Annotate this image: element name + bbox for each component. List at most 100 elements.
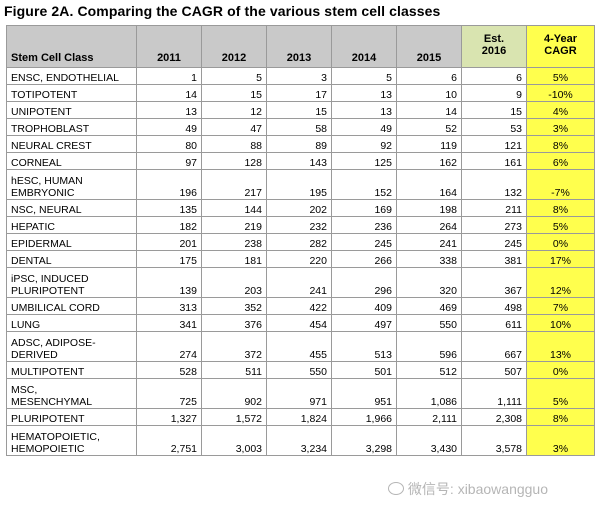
table-row: MULTIPOTENT 528 511 550 501 512 507 0% [6,361,595,379]
value-cell: 89 [266,135,332,153]
stem-cell-class-cell: UMBILICAL CORD [6,297,137,315]
stem-cell-class-cell: hESC, HUMAN EMBRYONIC [6,169,137,200]
table-row: ADSC, ADIPOSE- DERIVED 274 372 455 513 596 667… [6,331,595,362]
value-cell: 2,308 [461,408,527,426]
value-cell: 550 [396,314,462,332]
value-cell: 211 [461,199,527,217]
value-cell: 169 [331,199,397,217]
cagr-cell: 0% [526,361,595,379]
value-cell: 245 [461,233,527,251]
value-cell: 220 [266,250,332,268]
value-cell: 198 [396,199,462,217]
stem-cell-class-cell: DENTAL [6,250,137,268]
value-cell: 454 [266,314,332,332]
value-cell: 13 [136,101,202,119]
value-cell: 3,298 [331,425,397,456]
value-cell: 152 [331,169,397,200]
value-cell: 6 [396,67,462,85]
value-cell: 12 [201,101,267,119]
value-cell: 5 [201,67,267,85]
value-cell: 1,966 [331,408,397,426]
value-cell: 1,572 [201,408,267,426]
stem-cell-class-cell: ENSC, ENDOTHELIAL [6,67,137,85]
value-cell: 1,327 [136,408,202,426]
table-row: iPSC, INDUCED PLURIPOTENT 139 203 241 296 320… [6,267,595,298]
value-cell: 97 [136,152,202,170]
value-cell: 498 [461,297,527,315]
value-cell: 513 [331,331,397,362]
value-cell: 381 [461,250,527,268]
value-cell: 88 [201,135,267,153]
header-2015: 2015 [396,25,462,68]
value-cell: 1 [136,67,202,85]
stem-cell-class-cell: HEPATIC [6,216,137,234]
value-cell: 135 [136,199,202,217]
stem-cell-class-cell: CORNEAL [6,152,137,170]
cagr-cell: 5% [526,67,595,85]
value-cell: 144 [201,199,267,217]
value-cell: 219 [201,216,267,234]
value-cell: 320 [396,267,462,298]
value-cell: 274 [136,331,202,362]
value-cell: 121 [461,135,527,153]
value-cell: 3,430 [396,425,462,456]
value-cell: 241 [396,233,462,251]
table-row: UNIPOTENT 13 12 15 13 14 15 4% [6,101,595,119]
value-cell: 951 [331,378,397,409]
value-cell: 971 [266,378,332,409]
cagr-cell: 8% [526,408,595,426]
header-2014: 2014 [331,25,397,68]
table-row: NEURAL CREST 80 88 89 92 119 121 8% [6,135,595,153]
value-cell: 338 [396,250,462,268]
value-cell: 528 [136,361,202,379]
value-cell: 296 [331,267,397,298]
stem-cell-class-cell: LUNG [6,314,137,332]
value-cell: 236 [331,216,397,234]
stem-cell-class-cell: TROPHOBLAST [6,118,137,136]
value-cell: 266 [331,250,397,268]
value-cell: 376 [201,314,267,332]
stem-cell-class-cell: NSC, NEURAL [6,199,137,217]
cagr-cell: 4% [526,101,595,119]
value-cell: 195 [266,169,332,200]
table-row: MSC, MESENCHYMAL 725 902 971 951 1,086 1,111 5% [6,378,595,409]
table-row: EPIDERMAL 201 238 282 245 241 245 0% [6,233,595,251]
watermark-text: 微信号: xibaowangguo [407,481,548,497]
value-cell: 238 [201,233,267,251]
value-cell: 6 [461,67,527,85]
table-row: UMBILICAL CORD 313 352 422 409 469 498 7% [6,297,595,315]
value-cell: 3,234 [266,425,332,456]
stem-cell-class-cell: iPSC, INDUCED PLURIPOTENT [6,267,137,298]
cagr-cell: 5% [526,216,595,234]
value-cell: 128 [201,152,267,170]
value-cell: 175 [136,250,202,268]
value-cell: 422 [266,297,332,315]
value-cell: 161 [461,152,527,170]
value-cell: 497 [331,314,397,332]
stem-cell-class-cell: NEURAL CREST [6,135,137,153]
value-cell: 58 [266,118,332,136]
cagr-cell: 0% [526,233,595,251]
value-cell: 92 [331,135,397,153]
stem-cell-class-cell: MSC, MESENCHYMAL [6,378,137,409]
value-cell: 367 [461,267,527,298]
cagr-cell: 13% [526,331,595,362]
value-cell: 15 [201,84,267,102]
cagr-table: Stem Cell Class 2011 2012 2013 2014 2015… [6,25,595,456]
value-cell: 512 [396,361,462,379]
cagr-cell: 17% [526,250,595,268]
watermark: 微信号: xibaowangguo [387,479,548,499]
value-cell: 15 [266,101,332,119]
stem-cell-class-cell: UNIPOTENT [6,101,137,119]
value-cell: 282 [266,233,332,251]
header-row: Stem Cell Class 2011 2012 2013 2014 2015… [6,25,595,68]
value-cell: 550 [266,361,332,379]
value-cell: 352 [201,297,267,315]
value-cell: 902 [201,378,267,409]
value-cell: 3,003 [201,425,267,456]
table-row: DENTAL 175 181 220 266 338 381 17% [6,250,595,268]
value-cell: 507 [461,361,527,379]
value-cell: 372 [201,331,267,362]
value-cell: 143 [266,152,332,170]
stem-cell-class-cell: MULTIPOTENT [6,361,137,379]
